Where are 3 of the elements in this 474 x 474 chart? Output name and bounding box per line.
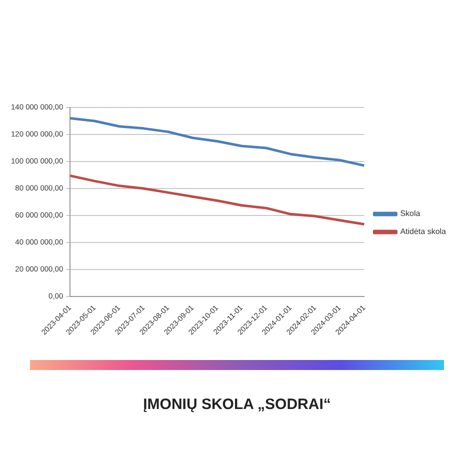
legend-label: Skola — [400, 209, 421, 218]
legend-label: Atidėta skola — [400, 227, 447, 236]
text: ĮMONIŲ SKOLA „SODRAI“ — [142, 396, 332, 413]
